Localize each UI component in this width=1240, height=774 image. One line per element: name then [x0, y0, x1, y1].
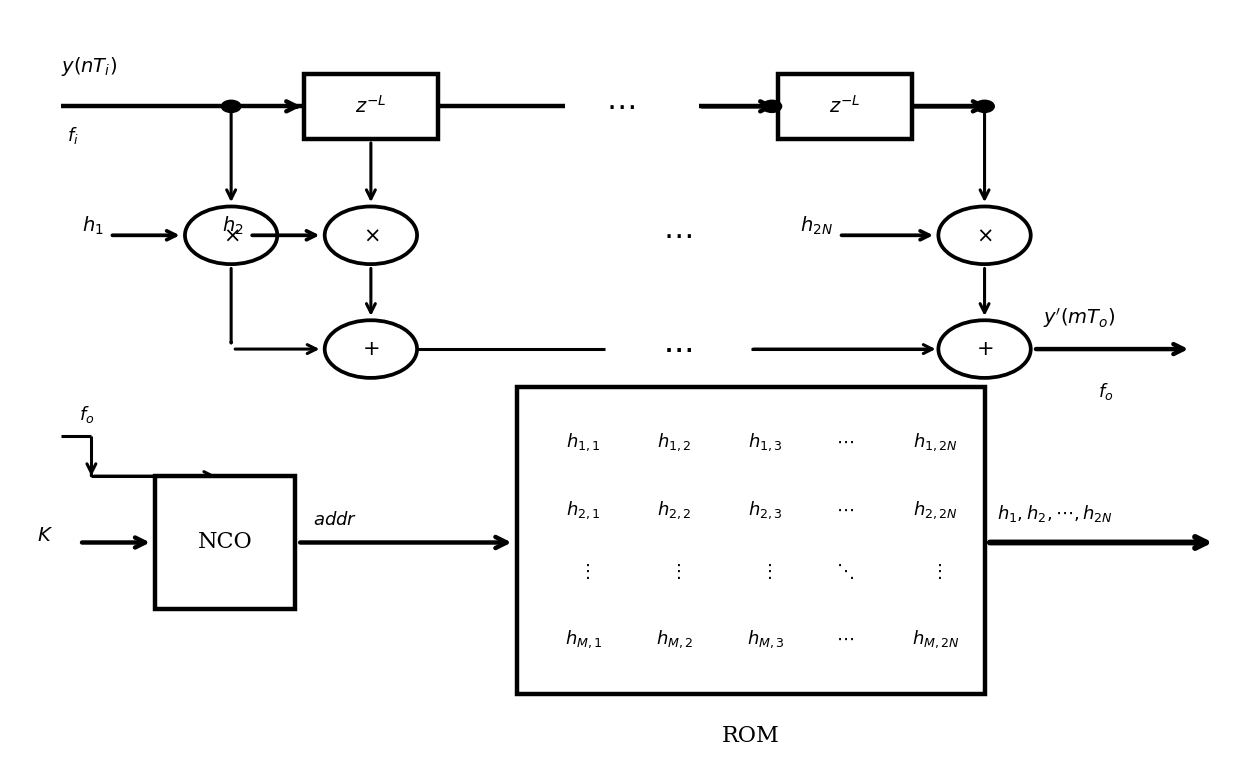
Circle shape	[325, 320, 417, 378]
Text: $h_{2,3}$: $h_{2,3}$	[749, 499, 784, 521]
Circle shape	[975, 101, 994, 112]
Text: $+$: $+$	[976, 339, 993, 359]
Text: $addr$: $addr$	[314, 511, 357, 529]
Text: $h_{1,2}$: $h_{1,2}$	[657, 431, 692, 453]
Text: $\vdots$: $\vdots$	[578, 562, 589, 580]
Text: $h_1$: $h_1$	[82, 215, 103, 238]
Text: $h_{1,1}$: $h_{1,1}$	[567, 431, 601, 453]
Text: $y(nT_i)$: $y(nT_i)$	[61, 54, 118, 77]
Text: $\cdots$: $\cdots$	[663, 334, 692, 364]
Text: $\times$: $\times$	[976, 225, 993, 245]
Circle shape	[185, 207, 278, 264]
Bar	[304, 74, 438, 139]
Text: $h_{1,3}$: $h_{1,3}$	[749, 431, 784, 453]
Circle shape	[222, 101, 241, 112]
Text: $h_2$: $h_2$	[222, 215, 243, 238]
Text: $h_1, h_2, \cdots, h_{2N}$: $h_1, h_2, \cdots, h_{2N}$	[997, 502, 1112, 523]
Circle shape	[763, 101, 781, 112]
Text: $h_{M,2N}$: $h_{M,2N}$	[911, 628, 960, 649]
Text: $\cdots$: $\cdots$	[663, 334, 692, 364]
Text: $h_{1,2N}$: $h_{1,2N}$	[914, 431, 959, 453]
Text: $\vdots$: $\vdots$	[930, 562, 942, 580]
Text: NCO: NCO	[197, 532, 253, 553]
Text: $h_{M,3}$: $h_{M,3}$	[746, 628, 785, 649]
Text: $\cdots$: $\cdots$	[836, 433, 854, 451]
Text: $\vdots$: $\vdots$	[760, 562, 771, 580]
Circle shape	[325, 207, 417, 264]
Text: $f_o$: $f_o$	[79, 404, 94, 425]
Text: $\vdots$: $\vdots$	[668, 562, 681, 580]
Text: $K$: $K$	[37, 527, 53, 546]
Text: $+$: $+$	[362, 339, 379, 359]
Text: $\cdots$: $\cdots$	[605, 92, 635, 121]
Text: $h_{M,2}$: $h_{M,2}$	[656, 628, 693, 649]
Circle shape	[939, 320, 1030, 378]
Text: $h_{2,2}$: $h_{2,2}$	[657, 499, 692, 521]
Circle shape	[939, 207, 1030, 264]
Text: $h_{2,2N}$: $h_{2,2N}$	[914, 499, 959, 521]
Text: $z^{-L}$: $z^{-L}$	[830, 95, 861, 118]
Text: $\ddots$: $\ddots$	[836, 562, 854, 580]
Text: $h_{M,1}$: $h_{M,1}$	[564, 628, 603, 649]
Bar	[517, 387, 985, 694]
Bar	[777, 74, 911, 139]
Text: $h_{2N}$: $h_{2N}$	[800, 215, 832, 238]
Text: $\cdots$: $\cdots$	[663, 221, 692, 250]
Text: $f_o$: $f_o$	[1097, 381, 1114, 402]
Text: $\cdots$: $\cdots$	[836, 501, 854, 519]
Bar	[155, 476, 295, 609]
Text: $h_{2,1}$: $h_{2,1}$	[567, 499, 601, 521]
Text: $y'(mT_o)$: $y'(mT_o)$	[1043, 306, 1116, 330]
Text: ROM: ROM	[722, 724, 780, 747]
Text: $z^{-L}$: $z^{-L}$	[355, 95, 387, 118]
Text: $\cdots$: $\cdots$	[836, 630, 854, 648]
Text: $\times$: $\times$	[362, 225, 379, 245]
Text: $\times$: $\times$	[223, 225, 239, 245]
Text: $f_i$: $f_i$	[67, 125, 79, 146]
